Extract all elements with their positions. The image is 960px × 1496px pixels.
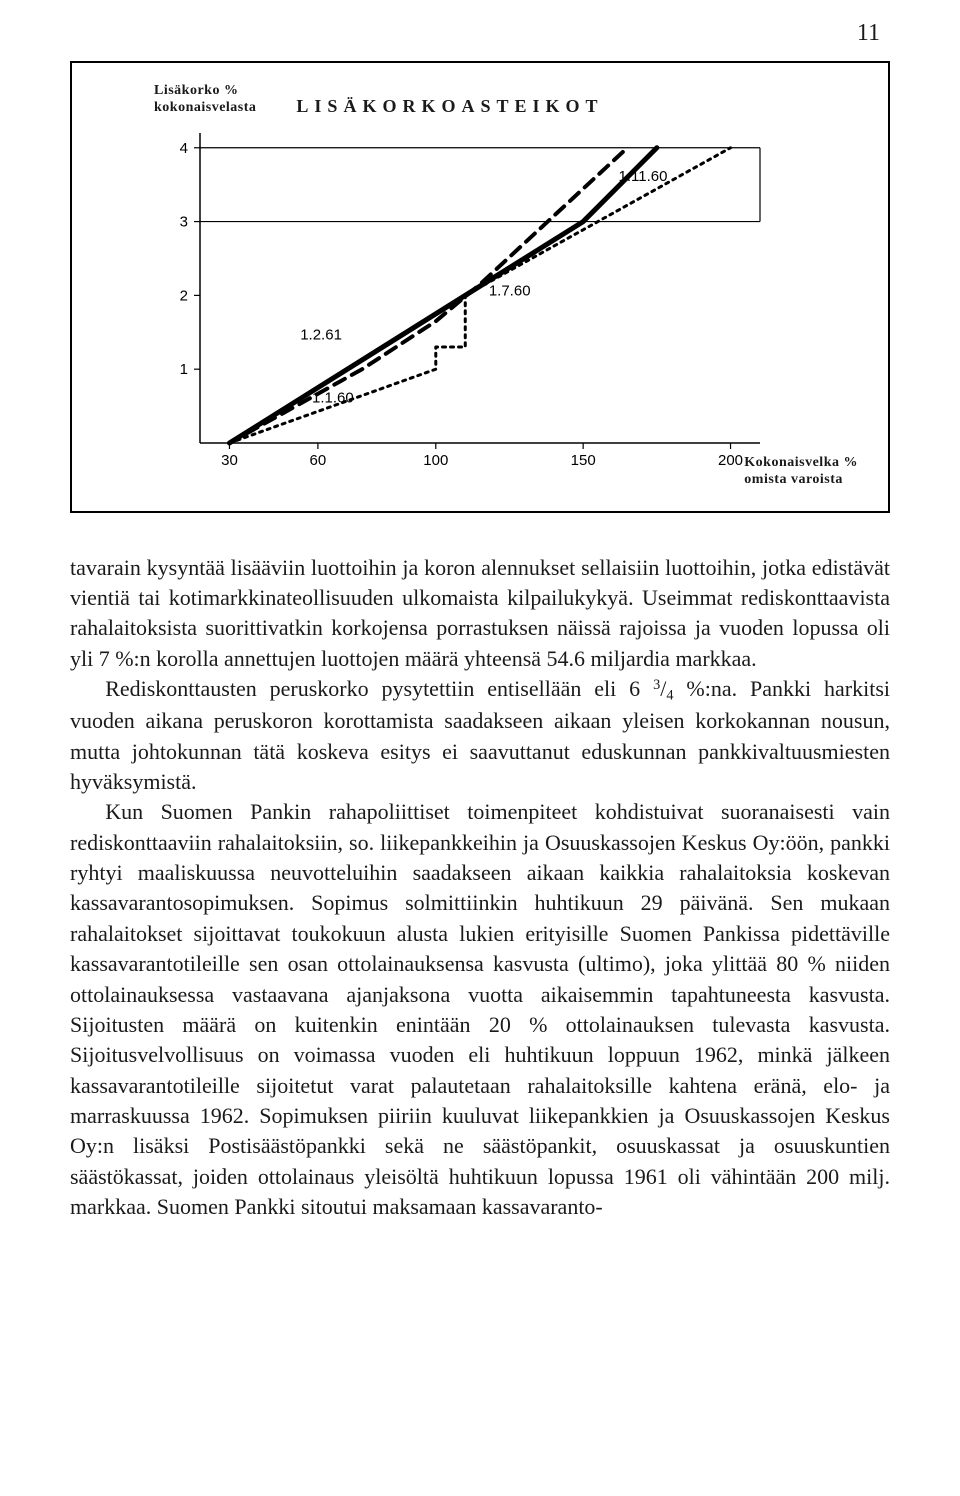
svg-text:60: 60 [310,452,327,469]
body-text: tavarain kysyntää lisääviin luottoihin j… [70,553,890,1223]
svg-text:1.2.61: 1.2.61 [300,326,342,343]
x-axis-caption-line2: omista varoista [744,472,843,487]
paragraph-3: Kun Suomen Pankin rahapoliittiset toimen… [70,797,890,1222]
page-number: 11 [70,20,890,47]
y-axis-label-line1: Lisäkorko % [154,83,238,98]
y-axis-label: Lisäkorko % kokonaisvelasta [154,83,256,117]
paragraph-2: Rediskonttausten peruskorko pysytettiin … [70,674,890,797]
svg-text:4: 4 [180,139,188,156]
line-chart: 123430601001502001.1.601.2.611.7.601.11.… [102,123,858,483]
frac-den: 4 [666,688,673,704]
svg-text:1.11.60: 1.11.60 [619,168,668,185]
svg-text:1.7.60: 1.7.60 [489,282,531,299]
frac-num: 3 [653,677,660,693]
x-axis-caption-line1: Kokonaisvelka % [744,455,858,470]
p2-pre: Rediskonttausten peruskorko pysytettiin … [105,676,653,701]
paragraph-1: tavarain kysyntää lisääviin luottoihin j… [70,553,890,674]
page: 11 Lisäkorko % kokonaisvelasta LISÄKORKO… [0,0,960,1262]
chart-title: LISÄKORKOASTEIKOT [296,96,603,117]
svg-text:30: 30 [221,452,238,469]
svg-text:100: 100 [423,452,448,469]
x-axis-caption: Kokonaisvelka % omista varoista [744,455,858,489]
chart-header: Lisäkorko % kokonaisvelasta LISÄKORKOAST… [102,83,858,117]
svg-text:2: 2 [180,287,188,304]
chart-container: 123430601001502001.1.601.2.611.7.601.11.… [102,123,858,483]
fraction-3-4: 3/4 [653,676,673,701]
svg-text:1: 1 [180,361,188,378]
y-axis-label-line2: kokonaisvelasta [154,100,256,115]
figure-frame: Lisäkorko % kokonaisvelasta LISÄKORKOAST… [70,61,890,513]
svg-text:3: 3 [180,213,188,230]
svg-text:150: 150 [571,452,596,469]
svg-text:200: 200 [718,452,743,469]
